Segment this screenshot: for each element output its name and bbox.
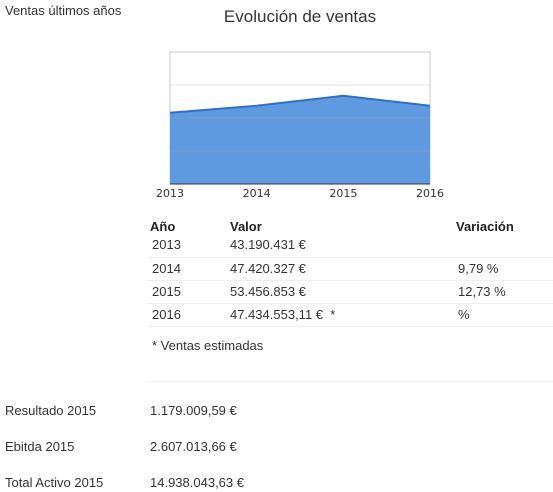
result-value: 1.179.009,59 €	[150, 403, 237, 418]
row-value: 47.434.553,11 € *	[230, 307, 336, 322]
row-value: 43.190.431 €	[230, 237, 306, 252]
row-value: 47.420.327 €	[230, 261, 306, 276]
sales-area-chart: 2013 2014 2015 2016	[156, 51, 444, 200]
row-year: 2013	[152, 237, 181, 252]
header-year: Año	[150, 219, 176, 234]
row-variation: 12,73 %	[458, 284, 506, 299]
row-value: 53.456.853 €	[230, 284, 306, 299]
header-value: Valor	[230, 219, 262, 234]
total-assets-label: Total Activo 2015	[5, 475, 104, 490]
row-variation: 9,79 %	[458, 261, 499, 276]
header-variation: Variación	[456, 219, 514, 234]
row-divider	[148, 257, 553, 258]
row-year: 2016	[152, 307, 181, 322]
row-year: 2014	[152, 261, 181, 276]
x-tick-label: 2013	[156, 187, 184, 200]
section-title: Ventas últimos años	[5, 3, 122, 18]
ebitda-value: 2.607.013,66 €	[150, 439, 237, 454]
row-divider	[148, 280, 553, 281]
chart-title: Evolución de ventas	[223, 7, 377, 26]
section-divider	[148, 381, 553, 382]
row-divider	[148, 303, 553, 304]
x-tick-label: 2016	[416, 187, 444, 200]
row-variation: %	[458, 307, 470, 322]
row-year: 2015	[152, 284, 181, 299]
series-line	[169, 94, 431, 114]
result-label: Resultado 2015	[5, 403, 97, 418]
row-divider	[148, 326, 553, 327]
x-tick-label: 2015	[329, 187, 357, 200]
x-tick-label: 2014	[243, 187, 271, 200]
ebitda-label: Ebitda 2015	[5, 439, 75, 454]
estimate-note: * Ventas estimadas	[152, 338, 264, 353]
total-assets-value: 14.938.043,63 €	[150, 475, 244, 490]
